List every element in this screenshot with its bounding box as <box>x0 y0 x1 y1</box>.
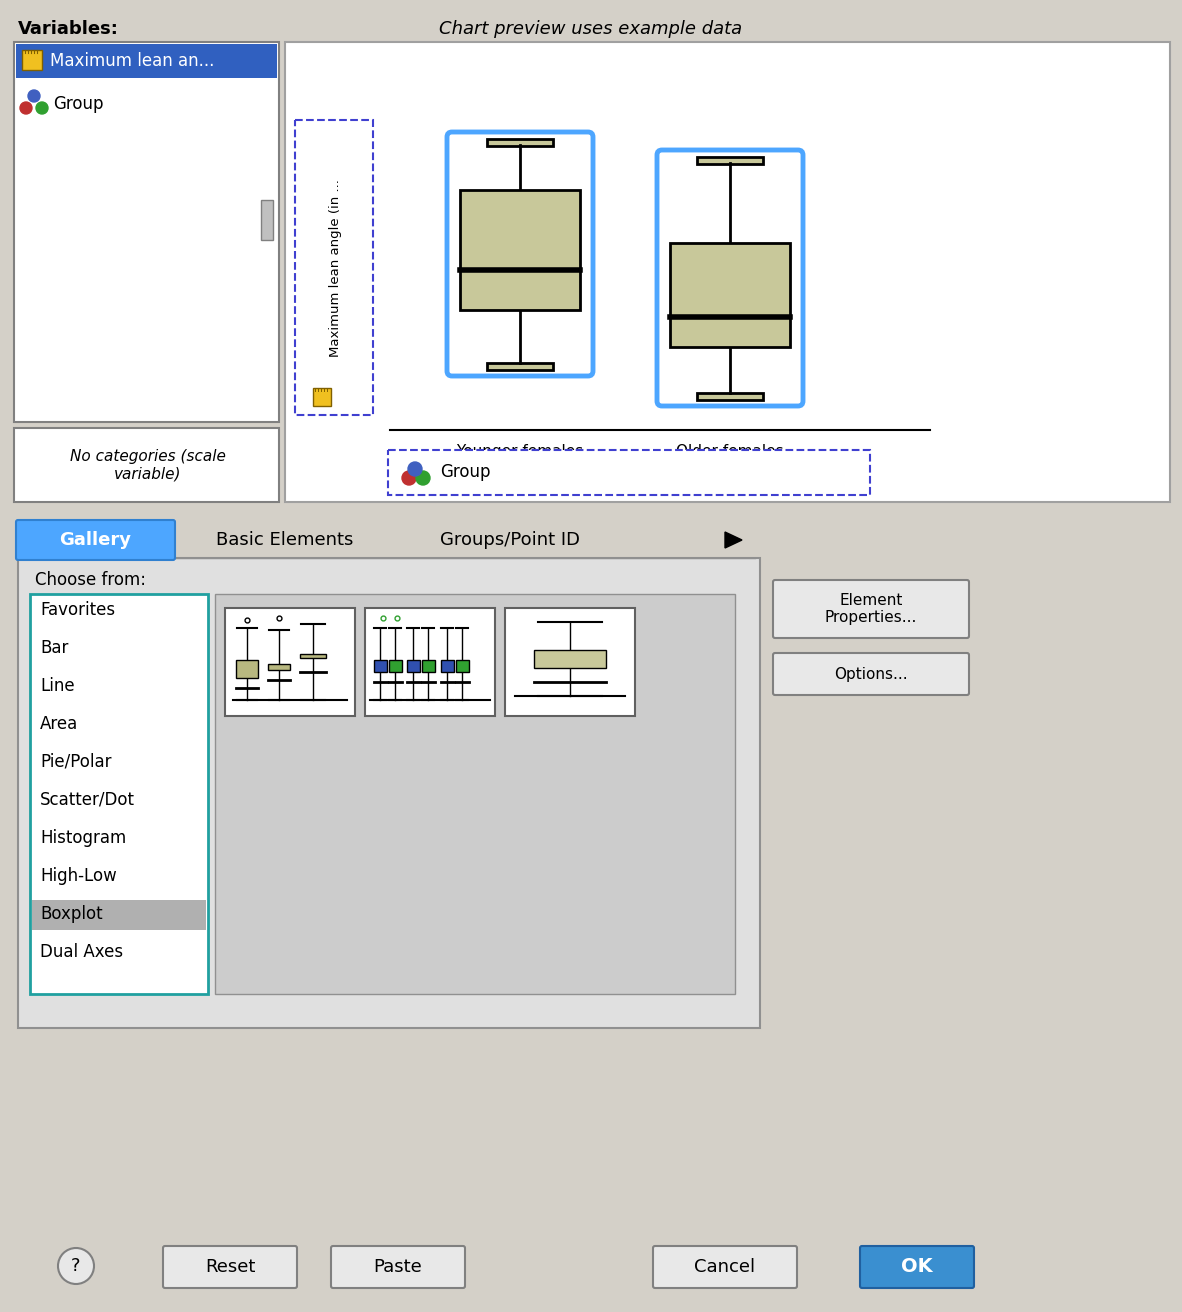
Bar <box>296 119 374 415</box>
Bar <box>225 607 355 716</box>
Bar <box>455 660 468 672</box>
Bar <box>261 199 273 240</box>
Bar <box>422 660 435 672</box>
Text: Dual Axes: Dual Axes <box>40 943 123 960</box>
Bar <box>215 594 735 994</box>
Circle shape <box>58 1248 95 1284</box>
FancyBboxPatch shape <box>773 653 969 695</box>
Text: Groups/Point ID: Groups/Point ID <box>440 531 580 548</box>
Bar <box>236 660 258 678</box>
Text: Group: Group <box>53 94 104 113</box>
Text: Older females: Older females <box>676 443 784 459</box>
Circle shape <box>408 462 422 476</box>
Bar <box>460 190 580 310</box>
FancyBboxPatch shape <box>331 1246 465 1288</box>
Bar <box>14 428 279 502</box>
Text: Gallery: Gallery <box>59 531 131 548</box>
Bar <box>697 394 764 400</box>
Text: ?: ? <box>71 1257 80 1275</box>
Bar <box>22 50 43 70</box>
Bar <box>534 649 606 668</box>
Text: Maximum lean angle (in ...: Maximum lean angle (in ... <box>330 178 343 357</box>
Text: Options...: Options... <box>834 666 908 681</box>
Bar <box>697 157 764 164</box>
Bar <box>389 660 402 672</box>
Bar <box>441 660 454 672</box>
Bar <box>32 900 206 930</box>
Text: Variables:: Variables: <box>18 20 119 38</box>
Text: Younger females: Younger females <box>456 443 584 459</box>
Bar <box>487 363 553 370</box>
Bar <box>407 660 420 672</box>
FancyBboxPatch shape <box>860 1246 974 1288</box>
Text: Area: Area <box>40 715 78 733</box>
FancyBboxPatch shape <box>652 1246 797 1288</box>
Text: Favorites: Favorites <box>40 601 115 619</box>
FancyBboxPatch shape <box>17 520 175 560</box>
Circle shape <box>402 471 416 485</box>
Bar <box>374 660 387 672</box>
Text: Pie/Polar: Pie/Polar <box>40 753 111 771</box>
Bar <box>268 664 290 670</box>
FancyBboxPatch shape <box>163 1246 297 1288</box>
Bar <box>285 42 1170 502</box>
FancyBboxPatch shape <box>773 580 969 638</box>
Bar <box>365 607 495 716</box>
Text: Group: Group <box>440 463 491 482</box>
Bar <box>300 653 326 659</box>
Text: Histogram: Histogram <box>40 829 126 848</box>
Text: OK: OK <box>901 1257 933 1277</box>
Text: Paste: Paste <box>374 1258 422 1277</box>
Bar <box>388 450 870 495</box>
Bar <box>313 388 331 405</box>
Bar <box>14 42 279 422</box>
Text: High-Low: High-Low <box>40 867 117 886</box>
Bar <box>670 243 790 346</box>
Text: Element
Properties...: Element Properties... <box>825 593 917 626</box>
Text: Bar: Bar <box>40 639 69 657</box>
Circle shape <box>20 102 32 114</box>
Circle shape <box>416 471 430 485</box>
Circle shape <box>28 91 40 102</box>
Text: Cancel: Cancel <box>695 1258 755 1277</box>
Text: Reset: Reset <box>204 1258 255 1277</box>
Text: Maximum lean an...: Maximum lean an... <box>50 52 214 70</box>
Bar <box>17 45 277 77</box>
Bar <box>18 558 760 1029</box>
Text: Basic Elements: Basic Elements <box>216 531 353 548</box>
Text: Scatter/Dot: Scatter/Dot <box>40 791 135 810</box>
Text: Choose from:: Choose from: <box>35 571 147 589</box>
Text: Line: Line <box>40 677 74 695</box>
Text: Chart preview uses example data: Chart preview uses example data <box>440 20 742 38</box>
Polygon shape <box>725 531 742 548</box>
Text: No categories (scale
variable): No categories (scale variable) <box>70 449 226 482</box>
Text: Boxplot: Boxplot <box>40 905 103 924</box>
Bar <box>487 139 553 146</box>
Circle shape <box>35 102 48 114</box>
Bar <box>505 607 635 716</box>
Bar <box>30 594 208 994</box>
